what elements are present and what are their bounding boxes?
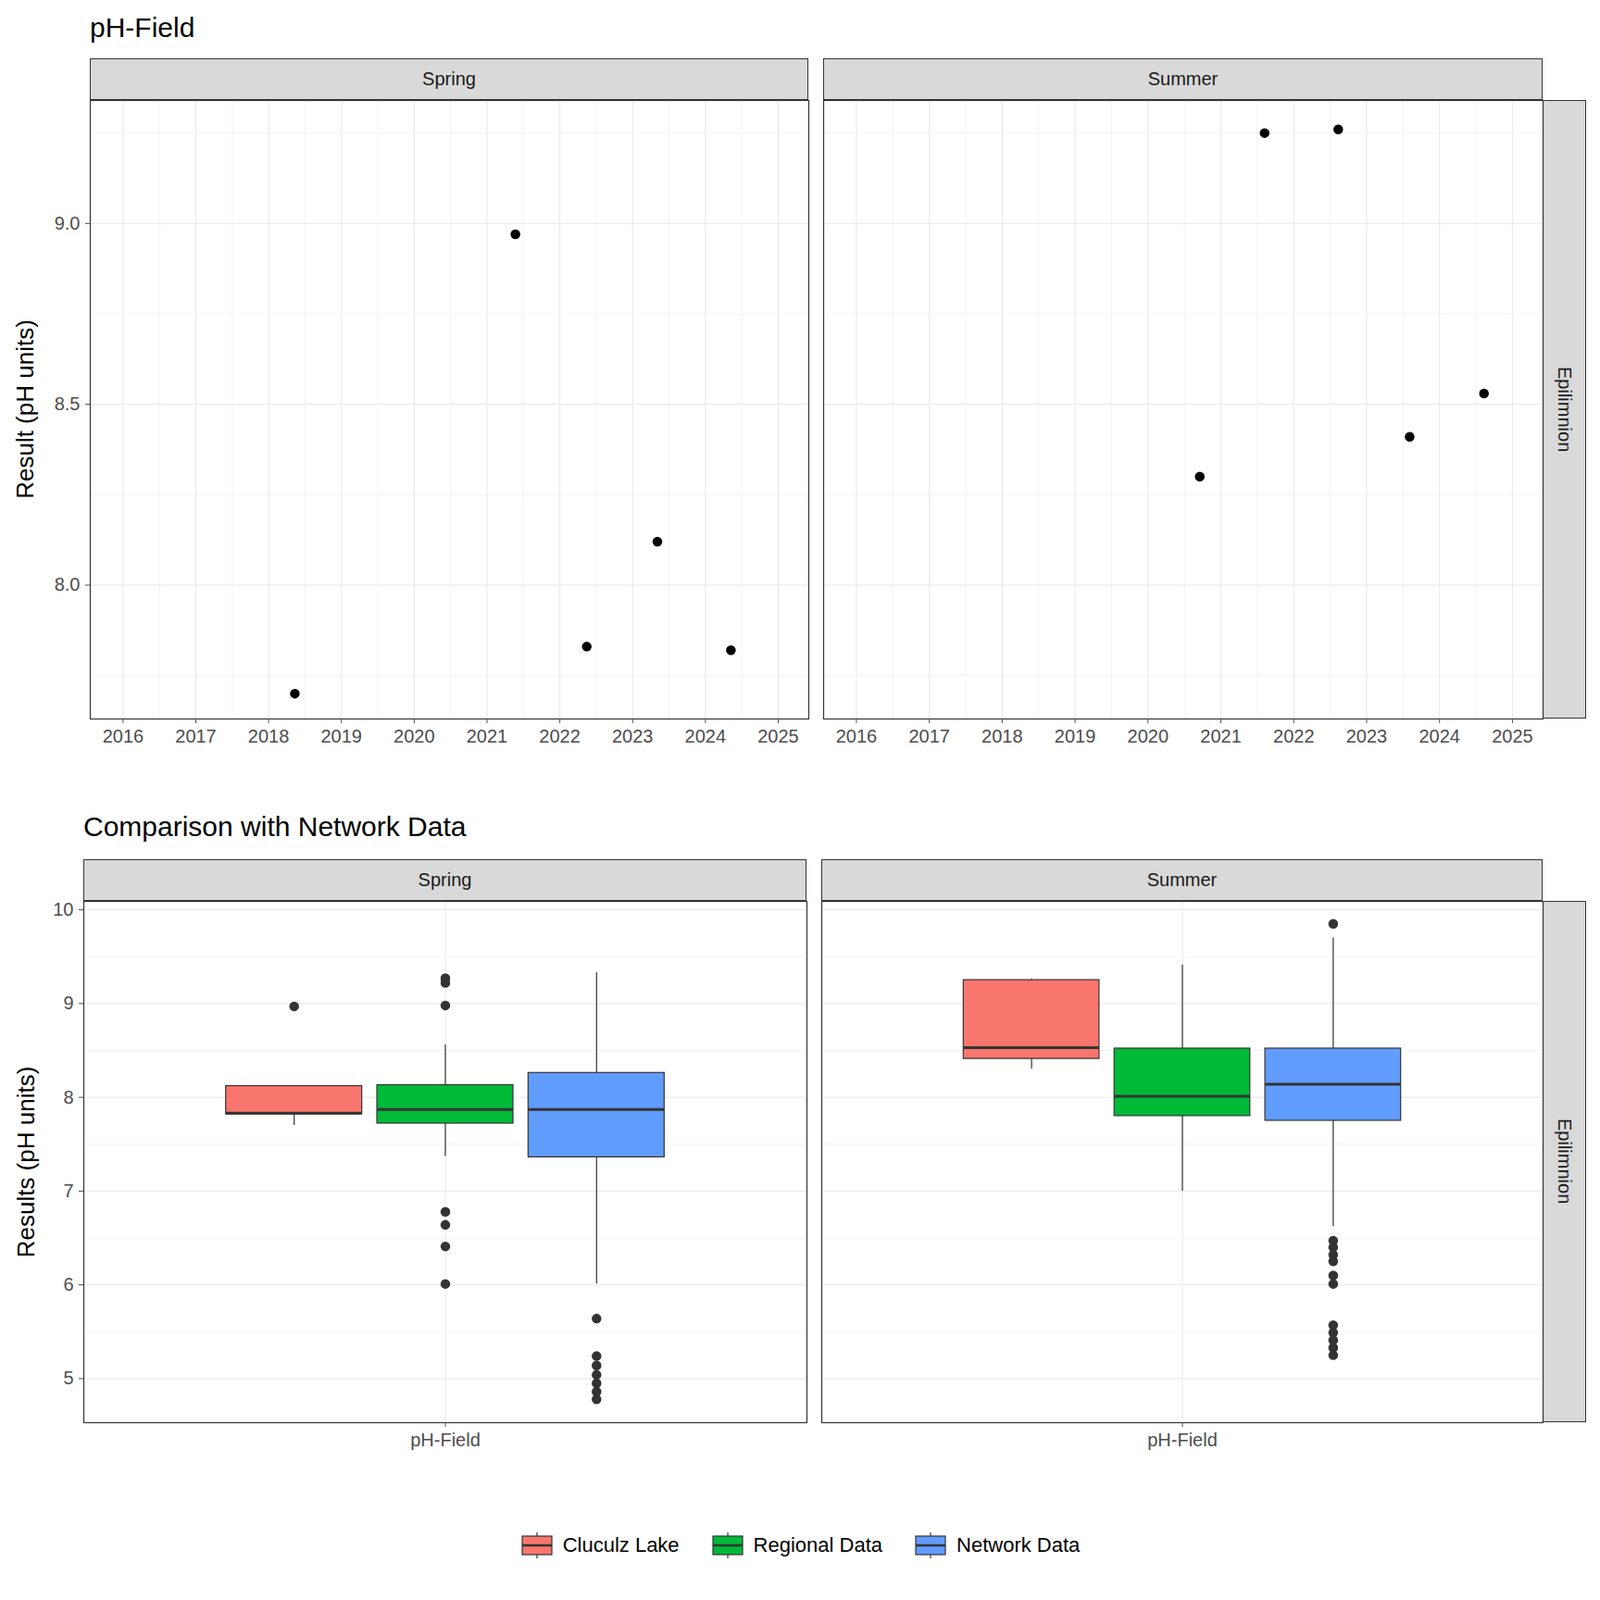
svg-text:2019: 2019 [1054, 725, 1097, 747]
svg-text:2018: 2018 [248, 725, 290, 747]
svg-text:7: 7 [62, 1180, 74, 1201]
svg-text:2021: 2021 [1200, 725, 1242, 747]
html-text:Results (pH units): Results (pH units) [11, 1065, 39, 1258]
html-text:Epilimnion: Epilimnion [1554, 1118, 1575, 1205]
svg-text:8.0: 8.0 [54, 574, 81, 595]
svg-text:9.0: 9.0 [54, 212, 81, 234]
svg-text:pH-Field: pH-Field [1147, 1429, 1218, 1450]
svg-text:2022: 2022 [1273, 725, 1315, 747]
html-text:Spring: Spring [418, 869, 472, 890]
svg-text:2021: 2021 [466, 725, 509, 747]
html-text:Comparison with Network Data: Comparison with Network Data [83, 811, 467, 842]
html-text:Result (pH units): Result (pH units) [11, 319, 39, 499]
svg-text:10: 10 [52, 899, 74, 920]
svg-text:pH-Field: pH-Field [410, 1429, 481, 1450]
svg-text:2024: 2024 [1418, 725, 1461, 747]
html-text:Summer: Summer [1147, 68, 1218, 89]
svg-text:2019: 2019 [320, 725, 363, 747]
svg-text:2023: 2023 [1346, 725, 1388, 747]
html-text:Spring: Spring [422, 68, 476, 89]
html-text:Cluculz Lake: Cluculz Lake [562, 1533, 680, 1557]
html-text:Network Data: Network Data [956, 1533, 1080, 1557]
svg-text:2018: 2018 [981, 725, 1024, 747]
svg-text:2025: 2025 [757, 725, 800, 747]
svg-text:2016: 2016 [836, 725, 878, 747]
html-text:pH-Field: pH-Field [89, 12, 195, 43]
html-text:Regional Data: Regional Data [753, 1533, 883, 1557]
svg-text:2016: 2016 [102, 725, 145, 747]
svg-text:2024: 2024 [685, 725, 727, 747]
svg-text:8.5: 8.5 [54, 393, 81, 414]
svg-text:2023: 2023 [612, 725, 654, 747]
svg-text:2017: 2017 [908, 725, 950, 747]
html-text:Summer: Summer [1146, 869, 1217, 890]
svg-text:2025: 2025 [1491, 725, 1534, 747]
svg-text:9: 9 [62, 992, 74, 1013]
svg-text:2017: 2017 [175, 725, 217, 747]
svg-text:2022: 2022 [538, 725, 581, 747]
svg-text:6: 6 [62, 1274, 74, 1295]
svg-text:5: 5 [62, 1367, 74, 1388]
svg-text:2020: 2020 [393, 725, 436, 747]
svg-text:8: 8 [62, 1087, 74, 1108]
svg-text:2020: 2020 [1127, 725, 1170, 747]
html-text:Epilimnion: Epilimnion [1554, 366, 1575, 452]
